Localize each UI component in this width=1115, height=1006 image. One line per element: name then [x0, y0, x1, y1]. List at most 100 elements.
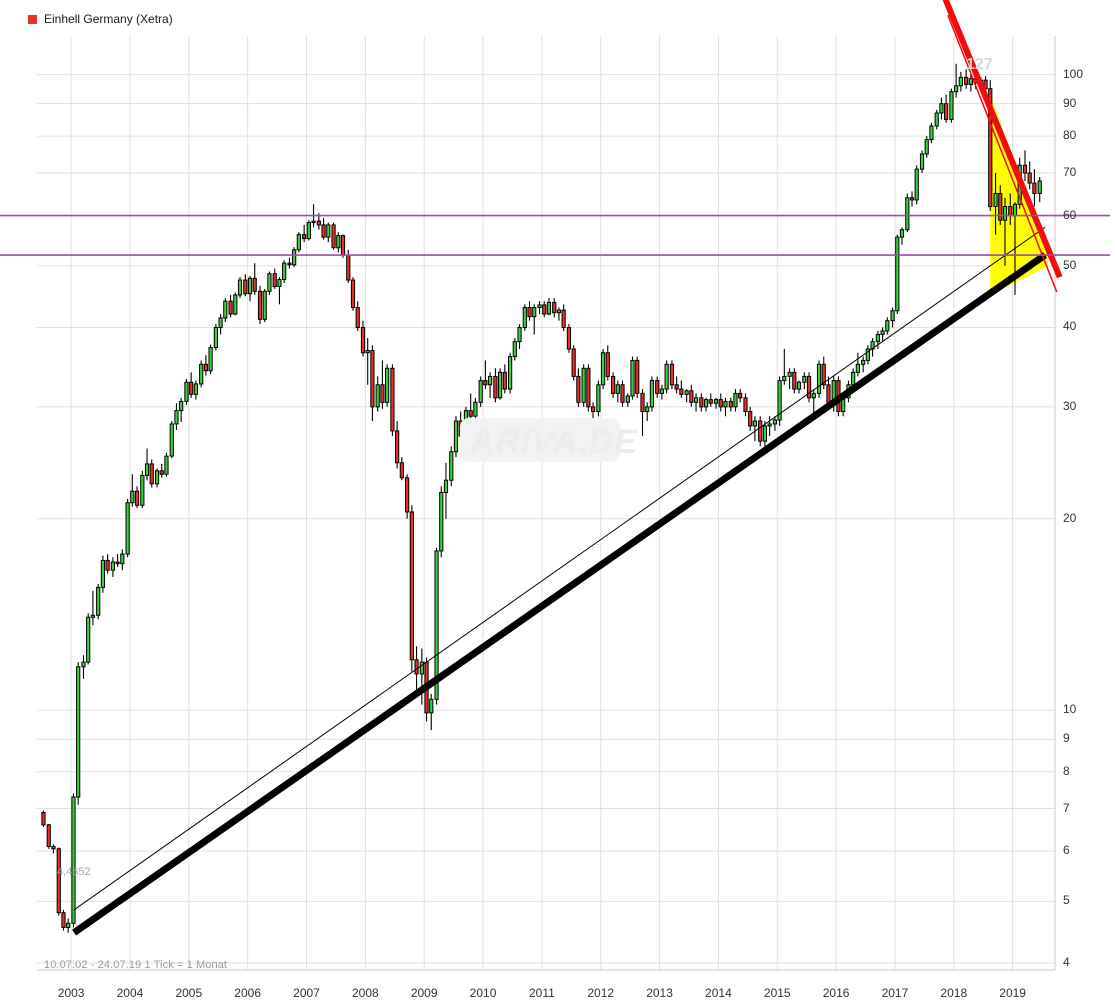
candle-body — [625, 395, 630, 403]
candle-body — [679, 388, 684, 395]
x-axis-tick-label: 2011 — [528, 986, 555, 1000]
candle-body — [262, 290, 267, 320]
candle-body — [546, 301, 552, 315]
chart-period-note: 10.07.02 - 24.07.19 1 Tick = 1 Monat — [44, 959, 228, 971]
candle-body — [1027, 172, 1032, 184]
candle-body — [983, 79, 988, 90]
x-axis-tick-label: 2007 — [293, 986, 320, 1000]
y-axis-tick-label: 4 — [1063, 955, 1070, 969]
watermark-text: ARIVA.DE — [470, 423, 638, 461]
candle-body — [502, 371, 507, 390]
candle-body — [96, 586, 101, 616]
candle-body — [144, 463, 150, 476]
candle-body — [508, 356, 513, 390]
x-axis-tick-label: 2004 — [116, 986, 144, 1000]
candle-body — [816, 363, 822, 394]
candle-body — [321, 224, 326, 238]
candle-body — [958, 76, 963, 87]
x-axis-tick-label: 2010 — [469, 986, 497, 1000]
candle-body — [414, 659, 419, 675]
candle-body — [620, 384, 625, 403]
y-axis-tick-label: 100 — [1063, 66, 1084, 81]
candle-body — [487, 375, 493, 386]
candle-body — [699, 397, 704, 408]
candle-body — [228, 300, 233, 315]
candle-body — [498, 371, 503, 399]
candle-body — [880, 330, 885, 335]
candle-body — [115, 561, 120, 565]
candlestick-series — [41, 63, 1042, 933]
candle-body — [434, 550, 439, 700]
candle-body — [316, 220, 321, 226]
candle-body — [772, 419, 778, 425]
candle-body — [483, 380, 488, 386]
resistance-downtrend-thin — [947, 14, 1058, 293]
candle-body — [478, 380, 483, 403]
candle-body — [674, 384, 679, 390]
candle-body — [355, 307, 360, 328]
candle-body — [939, 103, 944, 114]
candle-body — [693, 397, 699, 403]
candle-body — [630, 359, 635, 397]
candle-body — [159, 470, 164, 475]
candle-body — [542, 304, 547, 315]
candle-body — [100, 559, 106, 588]
candle-body — [184, 381, 189, 402]
watermark-badge — [460, 418, 620, 462]
y-axis-tick-label: 40 — [1063, 319, 1077, 334]
x-axis-tick-label: 2012 — [587, 986, 615, 1000]
candle-body — [468, 410, 473, 417]
candle-body — [105, 559, 110, 571]
candle-body — [169, 423, 174, 457]
candle-body — [1022, 164, 1028, 174]
candle-body — [247, 277, 253, 295]
candle-body — [453, 420, 459, 453]
candle-body — [223, 300, 228, 319]
x-axis-tick-label: 2016 — [822, 986, 850, 1000]
candle-body — [71, 796, 76, 924]
candle-body — [576, 375, 581, 403]
candle-body — [493, 375, 498, 399]
candle-body — [723, 400, 728, 408]
candle-body — [865, 348, 870, 361]
candle-body — [821, 363, 826, 386]
candle-body — [758, 420, 763, 442]
candle-body — [988, 88, 993, 208]
candle-body — [306, 222, 311, 240]
candle-body — [257, 290, 263, 320]
candle-body — [752, 420, 757, 427]
candle-body — [164, 455, 169, 475]
candle-body — [640, 392, 645, 413]
candle-body — [287, 262, 292, 266]
candle-body — [296, 234, 301, 251]
candle-body — [199, 363, 204, 385]
candle-body — [924, 139, 929, 155]
candle-body — [385, 367, 390, 403]
overlay-lines — [0, 0, 1110, 936]
candle-body — [669, 363, 675, 386]
candle-body — [380, 384, 385, 403]
candle-body — [968, 78, 973, 85]
candle-body — [282, 262, 287, 280]
x-axis-tick-label: 2014 — [705, 986, 732, 1000]
candle-body — [1012, 203, 1018, 217]
candle-body — [140, 474, 145, 506]
candle-body — [41, 812, 46, 826]
candle-body — [713, 399, 719, 404]
candle-body — [1032, 182, 1037, 194]
candle-body — [762, 425, 767, 442]
candle-body — [326, 224, 331, 238]
candle-body — [993, 192, 998, 208]
candle-body — [130, 490, 135, 504]
candle-body — [208, 347, 213, 372]
candle-body — [605, 352, 610, 377]
x-axis-tick-label: 2008 — [351, 986, 379, 1000]
candle-body — [1037, 180, 1042, 194]
candle-body — [375, 384, 380, 408]
x-axis-tick-label: 2018 — [940, 986, 968, 1000]
candle-body — [954, 85, 959, 93]
candle-body — [851, 371, 856, 386]
candle-body — [1008, 206, 1013, 217]
candle-body — [649, 380, 655, 408]
